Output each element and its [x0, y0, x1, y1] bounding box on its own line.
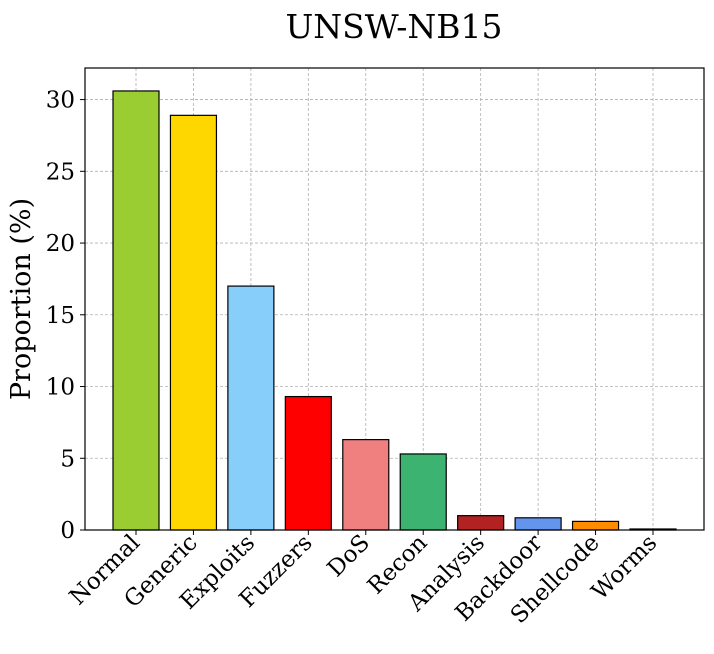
- y-tick-label: 15: [46, 303, 75, 329]
- y-tick-label: 20: [46, 231, 75, 257]
- x-tick-label: DoS: [323, 530, 375, 582]
- bar-backdoor: [514, 517, 562, 531]
- y-tick-label: 5: [60, 446, 75, 472]
- bar-recon: [399, 453, 447, 531]
- bar-normal: [112, 90, 160, 531]
- y-tick-label: 0: [60, 518, 75, 544]
- x-tick-label: Worms: [587, 530, 662, 605]
- y-tick-label: 10: [46, 375, 75, 401]
- y-axis-ticks: 0 5 10 15 20 25 30: [46, 88, 85, 544]
- bar-analysis: [457, 515, 505, 531]
- bar-shellcode: [571, 520, 620, 531]
- y-tick-label: 25: [46, 159, 75, 185]
- plot-frame: [84, 67, 705, 531]
- bar-fuzzers: [284, 395, 332, 531]
- y-tick-label: 30: [46, 88, 75, 114]
- chart-title: UNSW-NB15: [285, 7, 502, 46]
- bar-exploits: [227, 285, 275, 531]
- bar-generic: [169, 114, 218, 531]
- bar-dos: [342, 439, 390, 531]
- y-axis-label: Proportion (%): [6, 198, 37, 400]
- bars: [112, 90, 677, 531]
